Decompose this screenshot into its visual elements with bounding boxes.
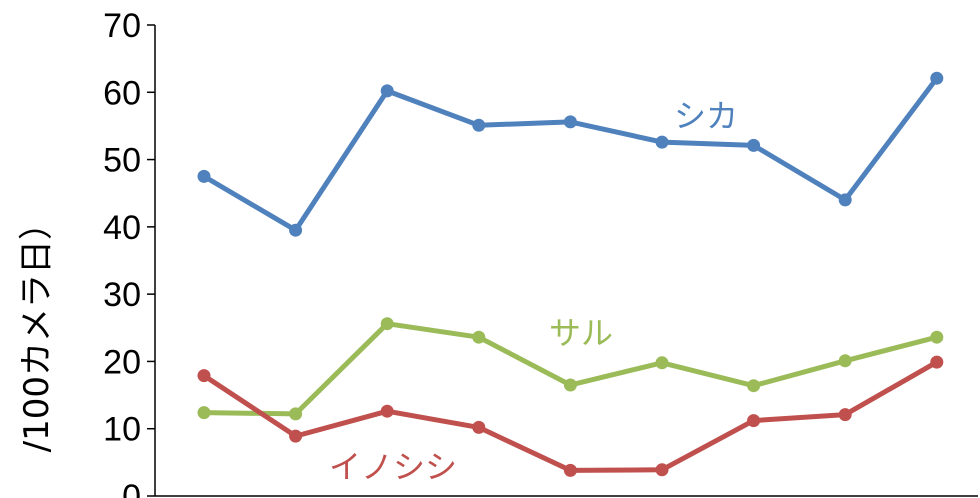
data-point-3-6 <box>655 463 669 477</box>
series-label-2: サル <box>549 314 613 352</box>
series-line-3 <box>201 359 940 473</box>
data-point-3-8 <box>838 408 852 422</box>
y-axis-ticks: 0 10 20 30 40 50 60 70 <box>103 7 155 498</box>
data-point-3-7 <box>747 414 761 428</box>
data-point-2-3 <box>380 317 394 331</box>
data-point-1-8 <box>838 193 852 207</box>
y-tick-label-60: 60 <box>103 74 141 112</box>
series-3: イノシシ <box>197 355 944 486</box>
data-point-1-9 <box>930 71 944 85</box>
data-point-3-1 <box>197 369 211 383</box>
y-tick-label-10: 10 <box>103 411 141 449</box>
y-tick-label-40: 40 <box>103 209 141 247</box>
series-1: シカ <box>197 71 944 237</box>
data-point-3-9 <box>930 355 944 369</box>
data-point-3-5 <box>563 463 577 477</box>
y-axis-label: /100カメラ日） <box>17 206 57 452</box>
data-point-1-6 <box>655 135 669 149</box>
y-tick-label-50: 50 <box>103 142 141 180</box>
data-point-2-8 <box>838 354 852 368</box>
data-point-1-3 <box>380 84 394 98</box>
data-point-1-4 <box>472 118 486 132</box>
series-label-3: イノシシ <box>329 448 457 486</box>
data-point-2-9 <box>930 330 944 344</box>
y-tick-label-70: 70 <box>103 7 141 45</box>
data-point-1-1 <box>197 169 211 183</box>
data-point-2-2 <box>289 407 303 421</box>
data-point-1-5 <box>563 115 577 129</box>
series-2: サル <box>197 314 944 421</box>
data-point-2-4 <box>472 330 486 344</box>
y-tick-label-20: 20 <box>103 343 141 381</box>
data-point-3-4 <box>472 420 486 434</box>
y-tick-label-0: 0 <box>122 478 141 498</box>
series-line-1 <box>201 75 940 233</box>
data-point-3-3 <box>380 404 394 418</box>
data-point-2-7 <box>747 379 761 393</box>
series-label-1: シカ <box>674 97 738 135</box>
data-point-1-7 <box>747 138 761 152</box>
y-tick-label-30: 30 <box>103 276 141 314</box>
data-point-1-2 <box>289 223 303 237</box>
data-point-2-6 <box>655 356 669 370</box>
data-point-3-2 <box>289 429 303 443</box>
data-point-2-1 <box>197 406 211 420</box>
data-point-2-5 <box>563 378 577 392</box>
